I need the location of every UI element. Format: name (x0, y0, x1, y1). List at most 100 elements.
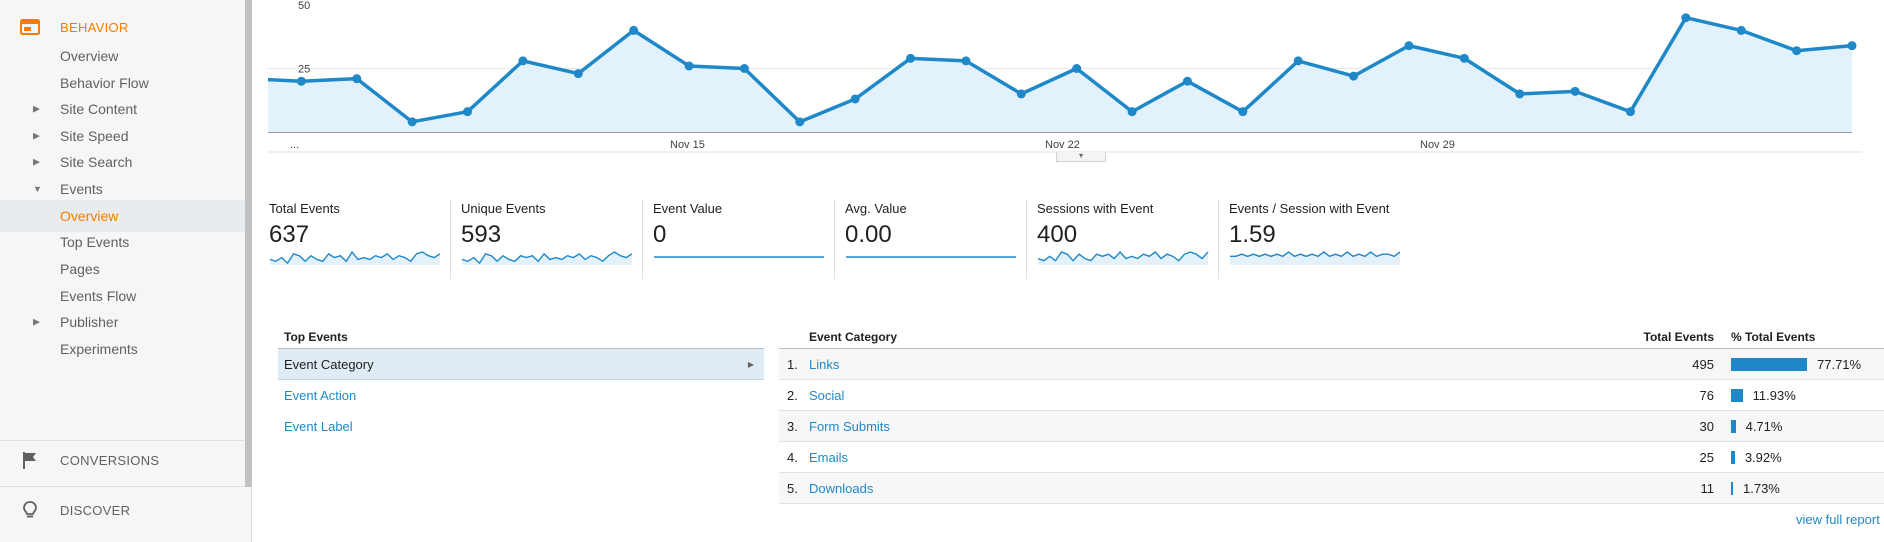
data-point[interactable] (1570, 86, 1580, 96)
metric-card[interactable]: Total Events 637 (269, 197, 460, 279)
caret-right-icon: ▶ (747, 360, 754, 369)
data-point[interactable] (1016, 89, 1026, 99)
sidebar-item[interactable]: ▶ Site Search (0, 146, 245, 178)
metric-value: 1.59 (1229, 221, 1276, 248)
metric-label: Total Events (269, 201, 340, 216)
data-point[interactable] (1349, 71, 1359, 81)
caret-right-icon: ▶ (33, 316, 40, 327)
sidebar-section-discover[interactable]: DISCOVER (0, 488, 245, 532)
sidebar-item[interactable]: ▶ Site Content (0, 93, 245, 125)
metric-card[interactable]: Sessions with Event 400 (1026, 197, 1228, 279)
col-header-event-category[interactable]: Event Category (809, 330, 898, 344)
data-point[interactable] (1182, 76, 1192, 86)
metric-value: 637 (269, 221, 310, 248)
col-header-total-events[interactable]: Total Events (1643, 330, 1714, 344)
data-point[interactable] (352, 74, 362, 84)
dimension-option[interactable]: Event Label (278, 411, 764, 442)
caret-right-icon: ▶ (33, 130, 40, 141)
row-index: 3. (787, 419, 798, 434)
sidebar-item[interactable]: ▶ Publisher (0, 306, 245, 338)
series-line (268, 15, 1853, 124)
data-point[interactable] (1792, 46, 1802, 56)
data-point[interactable] (684, 61, 694, 71)
sidebar-item[interactable]: ▶ Site Speed (0, 120, 245, 152)
metric-card[interactable]: Event Value 0 (642, 197, 844, 279)
event-category-link[interactable]: Form Submits (809, 419, 890, 434)
metric-separator (1218, 199, 1219, 279)
sidebar-item[interactable]: ▼ Events (0, 173, 245, 205)
sidebar-item[interactable]: Overview (0, 200, 245, 232)
sparkline-area (1038, 252, 1208, 265)
data-point[interactable] (795, 117, 805, 127)
behavior-icon (20, 19, 40, 35)
data-point[interactable] (1459, 53, 1469, 63)
data-point[interactable] (1515, 89, 1525, 99)
top-events-dimension-list: Top Events Event Category ▶ Event Action Ev… (278, 327, 764, 442)
sidebar-scrollbar[interactable] (245, 0, 252, 487)
event-category-link[interactable]: Downloads (809, 481, 874, 496)
sidebar-item-label: Top Events (60, 234, 130, 250)
data-point[interactable] (906, 53, 916, 63)
dimension-option[interactable]: Event Category ▶ (278, 349, 764, 380)
data-point[interactable] (850, 94, 860, 104)
sidebar-item-label: Behavior Flow (60, 75, 149, 91)
row-index: 1. (787, 357, 798, 372)
data-point[interactable] (1293, 56, 1303, 66)
sidebar-item[interactable]: Top Events (0, 226, 245, 258)
sidebar-item[interactable]: Events Flow (0, 280, 245, 312)
pct-bar (1731, 389, 1743, 402)
data-point[interactable] (1404, 41, 1414, 51)
chart-collapse-handle[interactable]: ▾ (1056, 152, 1106, 162)
sidebar-item[interactable]: Pages (0, 253, 245, 285)
total-events-value: 11 (1700, 481, 1715, 496)
event-category-link[interactable]: Links (809, 357, 840, 372)
data-point[interactable] (407, 117, 417, 127)
data-point[interactable] (1072, 64, 1082, 73)
event-category-link[interactable]: Emails (809, 450, 849, 465)
pct-total-value: 3.92% (1744, 450, 1782, 465)
data-point[interactable] (518, 56, 528, 66)
sidebar-item-label: Overview (60, 48, 119, 64)
table-header: Event Category Total Events % Total Even… (779, 327, 1884, 349)
sidebar-item[interactable]: Behavior Flow (0, 67, 245, 99)
metric-label: Sessions with Event (1037, 201, 1154, 216)
pct-total-value: 1.73% (1743, 481, 1780, 496)
data-point[interactable] (1238, 107, 1248, 117)
data-point[interactable] (1847, 41, 1857, 51)
main-content: 50 25... Nov 15 Nov 22 Nov 29 ▾ Total Events… (268, 0, 1884, 542)
view-full-report-link[interactable]: view full report (1796, 512, 1880, 527)
data-point[interactable] (1127, 107, 1137, 117)
data-point[interactable] (629, 25, 639, 35)
data-point[interactable] (463, 107, 473, 117)
metric-label: Event Value (653, 201, 723, 216)
lightbulb-icon (23, 501, 37, 518)
col-header-pct-total-events[interactable]: % Total Events (1731, 330, 1816, 344)
pct-bar (1731, 358, 1807, 371)
data-point[interactable] (1736, 25, 1746, 35)
sidebar-item[interactable]: Experiments (0, 333, 245, 365)
data-point[interactable] (296, 76, 306, 86)
data-point[interactable] (573, 69, 583, 79)
sidebar-item[interactable]: Overview (0, 40, 245, 72)
x-tick-label: Nov 22 (1045, 139, 1080, 151)
event-category-link[interactable]: Social (809, 388, 845, 403)
metric-card[interactable]: Avg. Value 0.00 (834, 197, 1036, 279)
data-point[interactable] (961, 56, 971, 66)
data-point[interactable] (1625, 107, 1635, 117)
total-events-value: 30 (1699, 419, 1714, 434)
data-point[interactable] (1681, 13, 1691, 23)
dimension-option[interactable]: Event Action (278, 380, 764, 411)
sidebar-section-conversions[interactable]: CONVERSIONS (0, 440, 245, 480)
metric-card[interactable]: Events / Session with Event 1.59 (1218, 197, 1420, 279)
metric-sparkline (1037, 250, 1209, 265)
row-index: 2. (787, 388, 798, 403)
metric-value: 0.00 (845, 221, 892, 248)
metric-value: 593 (461, 221, 502, 248)
metric-separator (642, 199, 643, 279)
line-chart-svg: 50 25... Nov 15 Nov 22 Nov 29 (268, 0, 1862, 153)
data-point[interactable] (739, 64, 749, 73)
sidebar-section-behavior[interactable]: BEHAVIOR (0, 5, 245, 49)
table-row: 5. Downloads 11 1.73% (779, 473, 1884, 504)
metric-sparkline (846, 256, 1016, 258)
metric-card[interactable]: Unique Events 593 (450, 197, 652, 279)
